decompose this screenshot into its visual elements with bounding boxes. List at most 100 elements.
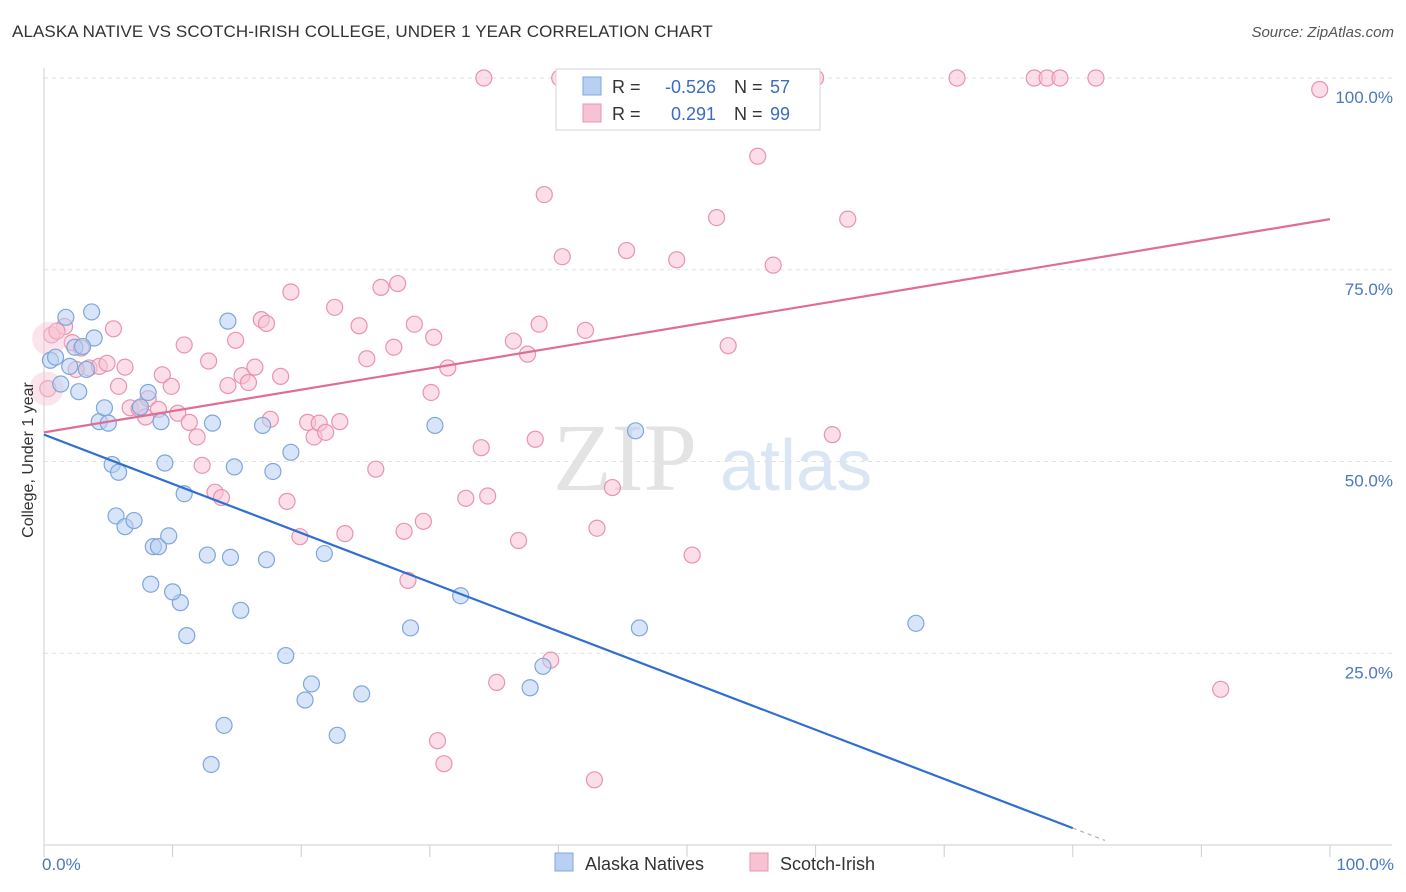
scotch-irish-point [331, 413, 349, 431]
alaska-natives-point [401, 619, 420, 637]
scotch-irish-point [350, 317, 368, 335]
scotch-irish-point [278, 492, 296, 510]
alaska-natives-point [77, 360, 96, 379]
alaska-natives-point [160, 527, 178, 545]
scotch-irish-point [372, 278, 390, 296]
alaska-natives-point [156, 454, 174, 472]
alaska-natives-point [282, 443, 300, 461]
legend-r-value-2: 0.291 [671, 104, 716, 124]
source-credit: Source: ZipAtlas.com [1251, 24, 1394, 41]
y-axis-label: College, Under 1 year [20, 382, 37, 538]
scotch-irish-point [367, 460, 385, 478]
scotch-irish-point [530, 315, 548, 333]
scotch-irish-point [395, 522, 413, 540]
alaska-natives-point [328, 726, 346, 744]
scotch-irish-point [504, 332, 522, 350]
scotch-irish-point [336, 524, 354, 543]
alaska-natives-point [178, 627, 196, 645]
scotch-irish-point [272, 367, 290, 385]
scotch-irish-point [116, 358, 134, 376]
scotch-irish-point [472, 439, 490, 457]
alaska-natives-point [139, 383, 157, 402]
scotch-irish-point [1311, 80, 1329, 99]
scotch-irish-point [439, 359, 457, 377]
scotch-irish-point [257, 314, 276, 333]
alaska-natives-point [46, 348, 65, 366]
scotch-irish-point [553, 248, 571, 266]
scotch-irish-point [98, 354, 116, 372]
alaska-natives-point [215, 716, 233, 734]
scotch-irish-point [526, 430, 544, 448]
scotch-irish-point [358, 350, 376, 368]
x-tick-label-min: 0.0% [42, 855, 81, 874]
scotch-irish-point [535, 185, 553, 204]
alaska-natives-point [534, 657, 552, 675]
alaska-natives-point [109, 463, 128, 481]
scotch-irish-point [175, 336, 193, 354]
scotch-irish-point [326, 298, 344, 316]
y-tick-labels: 25.0% 50.0% 75.0% 100.0% [1335, 88, 1393, 682]
alaska-natives-point [315, 544, 333, 563]
alaska-natives-point [296, 691, 314, 709]
alaska-natives-point [149, 538, 168, 556]
scotch-irish-point [200, 352, 218, 370]
scotch-irish-point [405, 315, 423, 333]
scotch-irish-point [479, 487, 497, 505]
scotch-irish-point [707, 208, 726, 227]
alaska-natives-point [426, 416, 444, 435]
scotch-irish-point [219, 376, 237, 395]
scotch-irish-point [414, 512, 432, 530]
scotch-irish-point [668, 251, 686, 269]
x-tick-label-max: 100.0% [1336, 855, 1394, 874]
alaska-natives-points [41, 303, 925, 774]
scotch-irish-point [683, 546, 701, 564]
y-tick-label-25: 25.0% [1345, 663, 1393, 682]
alaska-natives-point [907, 614, 925, 632]
y-tick-label-75: 75.0% [1345, 280, 1393, 299]
alaska-natives-point [95, 399, 114, 417]
scotch-irish-point [389, 274, 407, 293]
alaska-natives-point [521, 679, 539, 697]
alaska-natives-trend-extension [1072, 827, 1106, 841]
alaska-natives-point [57, 308, 75, 326]
series-legend-scotch-irish: Scotch-Irish [780, 854, 875, 874]
chart-title: ALASKA NATIVE VS SCOTCH-IRISH COLLEGE, U… [12, 22, 713, 41]
alaska-natives-point [626, 422, 645, 440]
scotch-irish-point [246, 358, 264, 376]
scotch-irish-trend-line [43, 218, 1331, 434]
legend-n-value-1: 57 [770, 77, 790, 97]
series-legend-swatch-scotch [749, 852, 769, 872]
alaska-natives-point [164, 583, 182, 601]
legend-n-label-2: N = [734, 104, 763, 124]
alaska-natives-point [302, 675, 321, 693]
legend-r-label-2: R = [612, 104, 641, 124]
alaska-natives-point [277, 646, 295, 665]
axes [43, 68, 1392, 857]
alaska-natives-point [257, 551, 276, 569]
alaska-natives-point [219, 312, 237, 330]
scotch-irish-point [153, 366, 171, 384]
scotch-irish-point [317, 423, 335, 441]
series-legend: Alaska Natives Scotch-Irish [554, 852, 875, 874]
alaska-natives-point [125, 511, 143, 530]
y-tick-label-100: 100.0% [1335, 88, 1393, 107]
scotch-irish-point [603, 478, 622, 497]
scotch-irish-point [509, 531, 528, 550]
scotch-irish-point [749, 147, 767, 165]
legend-n-value-2: 99 [770, 104, 790, 124]
scotch-irish-point [193, 456, 211, 474]
scotch-irish-point [948, 69, 966, 87]
alaska-natives-point [225, 458, 243, 476]
scotch-irish-point [1212, 680, 1230, 698]
scotch-irish-point [239, 373, 258, 392]
alaska-natives-point [203, 414, 222, 432]
legend-r-label-1: R = [612, 77, 641, 97]
correlation-legend: R = -0.526 N = 57 R = 0.291 N = 99 [555, 68, 821, 131]
alaska-natives-point [353, 685, 371, 703]
scotch-irish-point [1087, 69, 1105, 87]
scotch-irish-point [282, 283, 300, 301]
alaska-natives-point [232, 601, 250, 619]
scotch-irish-point [576, 321, 595, 339]
legend-r-value-1: -0.526 [665, 77, 716, 97]
